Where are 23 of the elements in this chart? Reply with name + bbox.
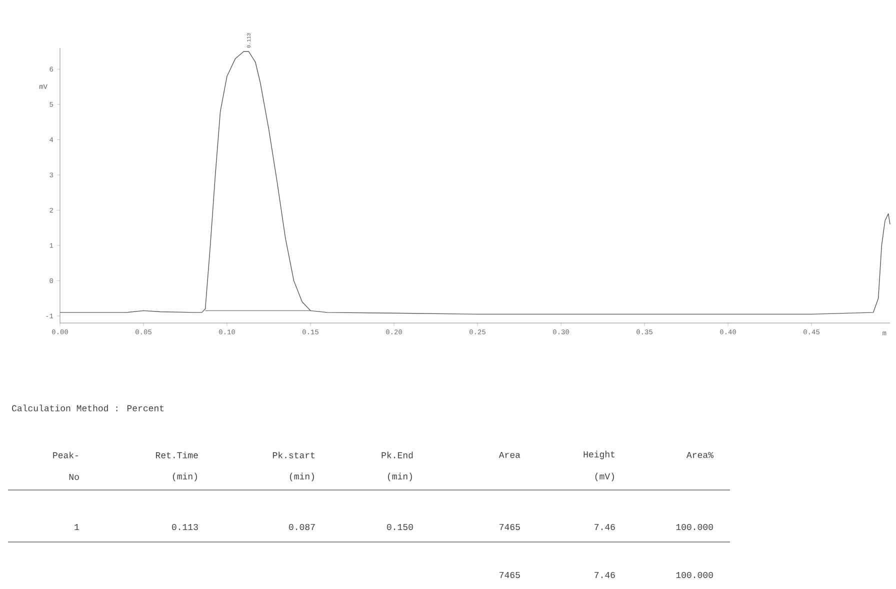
text: Area (498, 452, 520, 458)
text: 0.113 (172, 524, 198, 530)
text: Pk.start (272, 452, 315, 458)
text: 7.46 (594, 572, 615, 578)
text: 7465 (500, 572, 520, 578)
text: Peak- (53, 452, 78, 458)
text: (min) (290, 472, 314, 482)
text: 1 (74, 524, 80, 530)
text: (mV) (595, 472, 614, 482)
text: 0.150 (387, 524, 413, 530)
text: Area% (686, 452, 714, 458)
text: 7465 (500, 524, 520, 530)
text: 100.000 (676, 524, 713, 530)
text: 7.46 (594, 524, 615, 530)
text: (min) (388, 472, 412, 482)
text: Ret.Time (156, 452, 198, 458)
text: 100.000 (676, 572, 713, 578)
text: 0.087 (289, 524, 315, 530)
text: Height (584, 450, 615, 460)
text: Calculation Method : Percent (12, 404, 164, 412)
text: (min) (172, 472, 197, 482)
text: Pk.End (382, 452, 413, 458)
text: No (69, 474, 79, 480)
